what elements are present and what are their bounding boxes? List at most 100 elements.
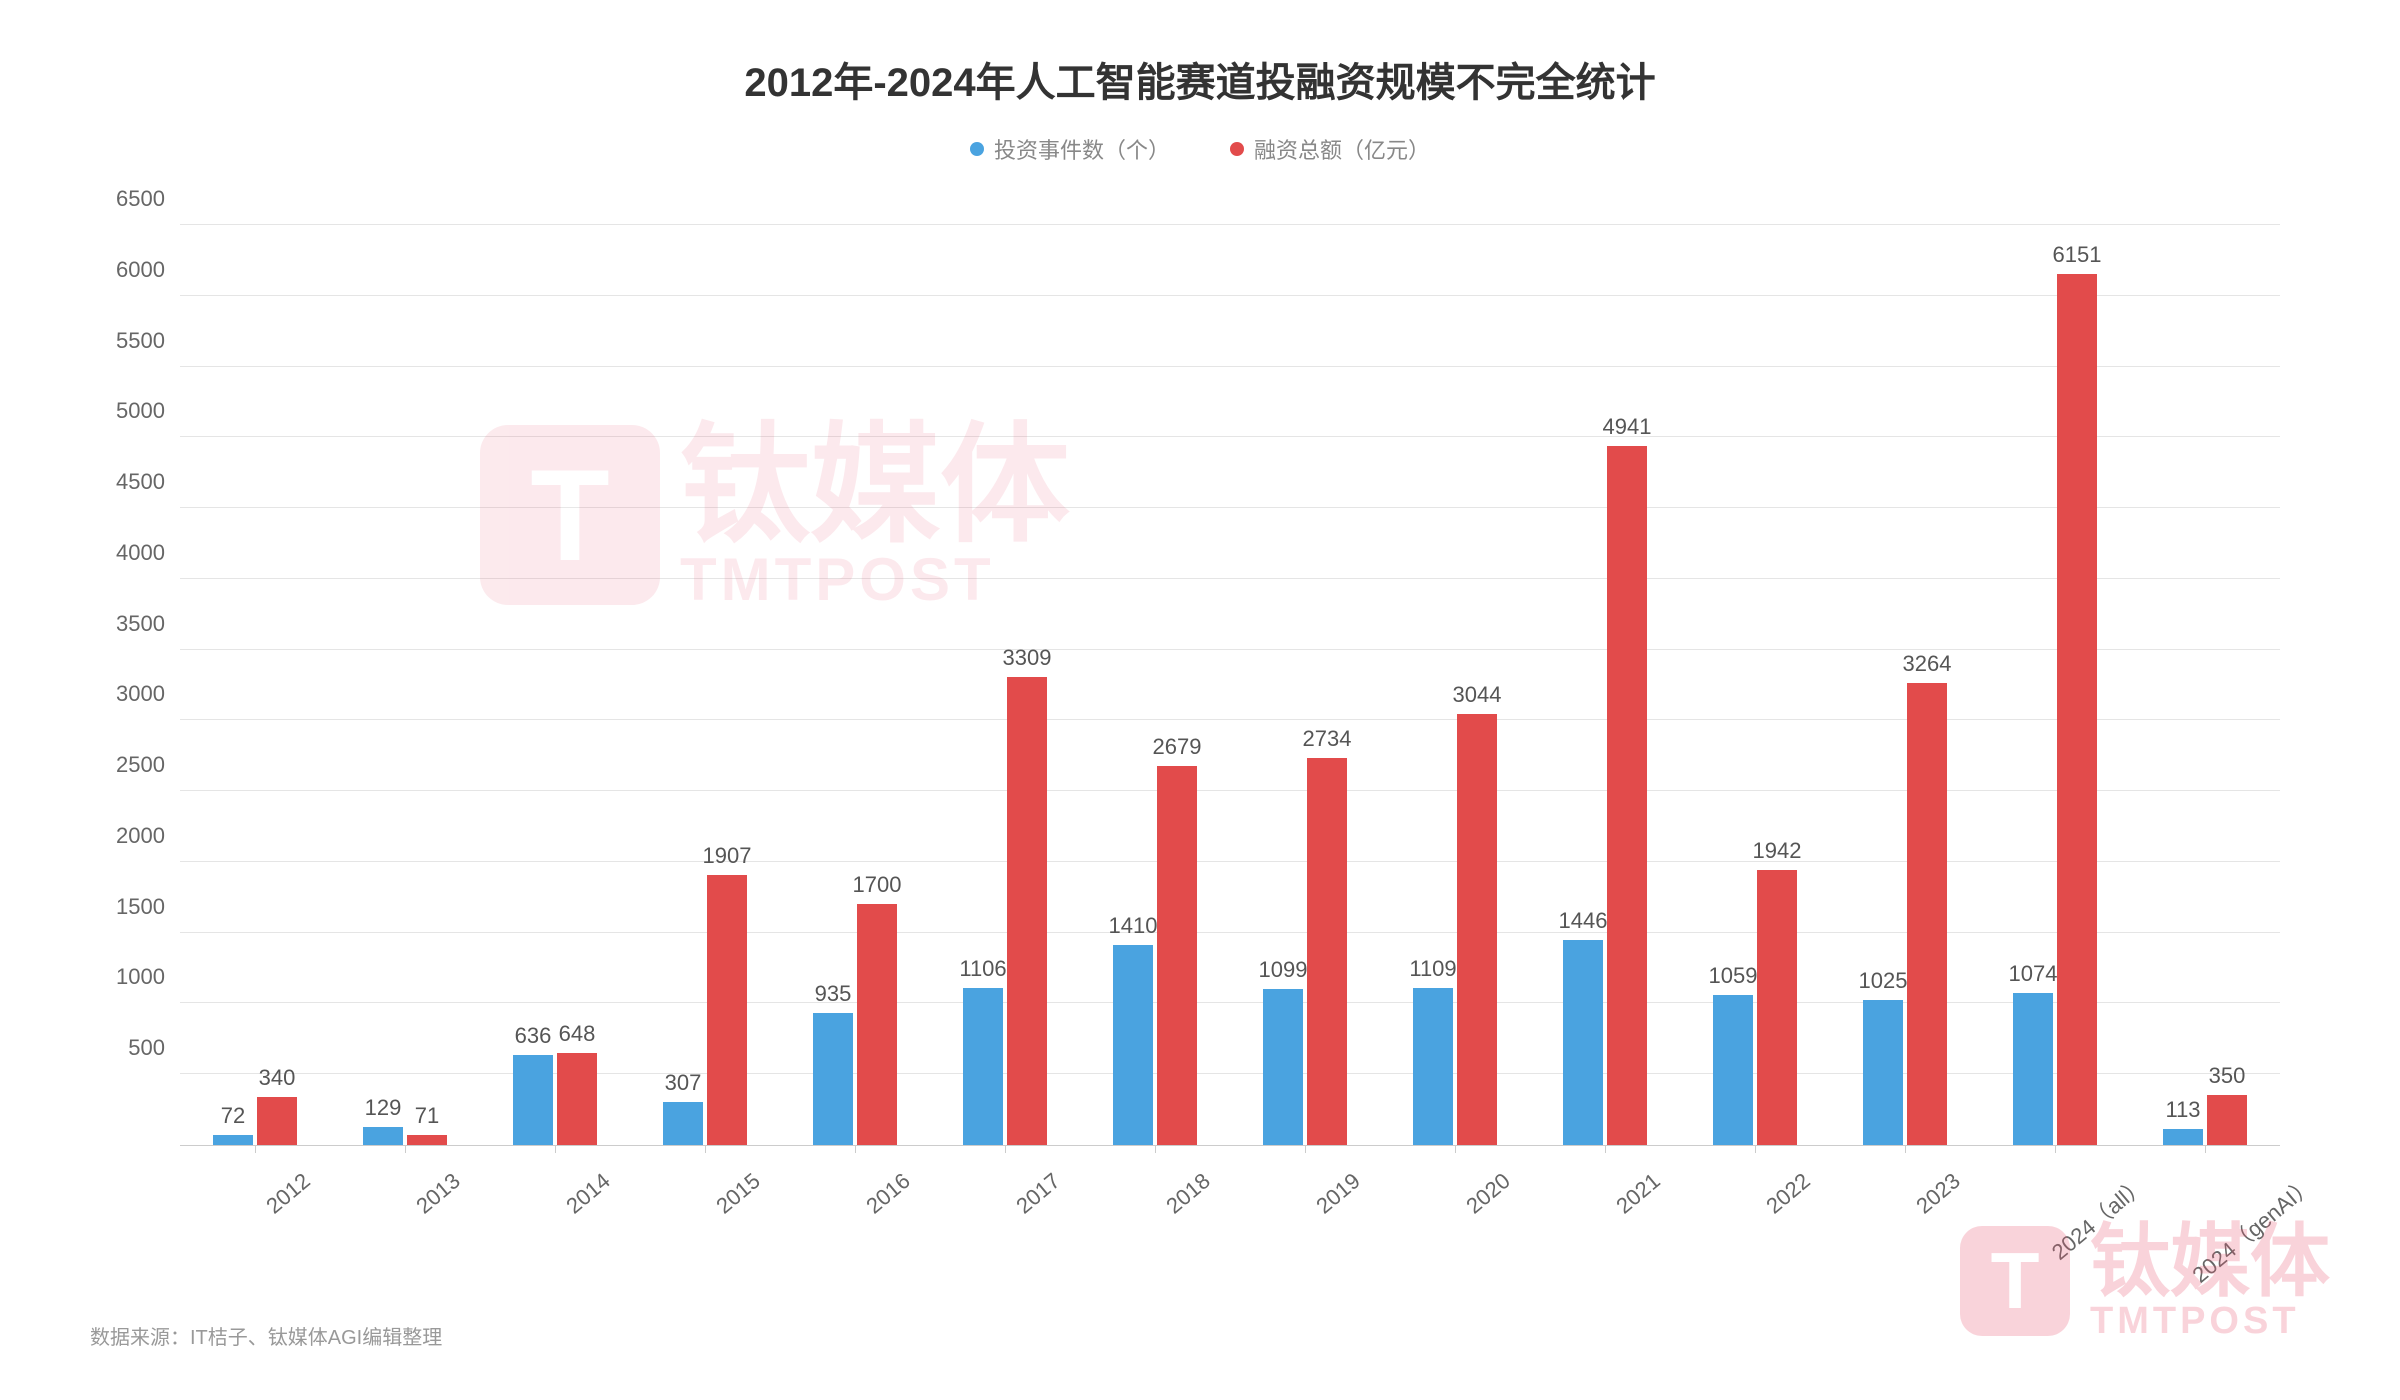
- x-tick-label: 2013: [392, 1145, 465, 1219]
- x-tick-label: 2023: [1892, 1145, 1965, 1219]
- x-tick-label: 2014: [542, 1145, 615, 1219]
- category-group: 144649412021: [1530, 225, 1680, 1145]
- watermark-corner: T 钛媒体 TMTPOST: [1960, 1222, 2330, 1340]
- bar-value-label: 1059: [1709, 963, 1758, 995]
- bar-value-label: 1106: [959, 956, 1006, 988]
- bar-value-label: 340: [259, 1065, 296, 1097]
- bar: 1942: [1757, 870, 1797, 1145]
- bar: 350: [2207, 1095, 2247, 1145]
- bar: 340: [257, 1097, 297, 1145]
- bar-value-label: 350: [2209, 1063, 2246, 1095]
- legend-marker: [1230, 142, 1244, 156]
- bar: 3264: [1907, 683, 1947, 1145]
- y-tick-label: 5000: [116, 398, 180, 424]
- x-tick-label: 2022: [1742, 1145, 1815, 1219]
- bar-value-label: 3264: [1903, 651, 1952, 683]
- bar-value-label: 3309: [1003, 645, 1052, 677]
- y-tick-label: 2000: [116, 823, 180, 849]
- x-tick-mark: [1605, 1145, 1606, 1153]
- bar-value-label: 307: [665, 1070, 702, 1102]
- bar: 113: [2163, 1129, 2203, 1145]
- bar-value-label: 1700: [853, 872, 902, 904]
- x-tick-mark: [1755, 1145, 1756, 1153]
- category-group: 109927342019: [1230, 225, 1380, 1145]
- bar-value-label: 648: [559, 1021, 596, 1053]
- bar-value-label: 6151: [2053, 242, 2102, 274]
- data-source-text: 数据来源：IT桔子、钛媒体AGI编辑整理: [90, 1321, 442, 1350]
- bar: 1446: [1563, 940, 1603, 1145]
- y-tick-label: 5500: [116, 328, 180, 354]
- bar: 636: [513, 1055, 553, 1145]
- category-group: 129712013: [330, 225, 480, 1145]
- bar-value-label: 1109: [1409, 956, 1456, 988]
- x-tick-label: 2012: [242, 1145, 315, 1219]
- bar-value-label: 3044: [1453, 682, 1502, 714]
- legend-label: 融资总额（亿元）: [1254, 133, 1430, 165]
- y-tick-label: 2500: [116, 752, 180, 778]
- x-tick-mark: [405, 1145, 406, 1153]
- bar: 3309: [1007, 677, 1047, 1145]
- bar: 2734: [1307, 758, 1347, 1145]
- y-tick-label: 6500: [116, 186, 180, 212]
- bar-value-label: 72: [221, 1103, 245, 1135]
- category-group: 110930442020: [1380, 225, 1530, 1145]
- legend-marker: [970, 142, 984, 156]
- x-tick-label: 2020: [1442, 1145, 1515, 1219]
- legend-label: 投资事件数（个）: [994, 133, 1170, 165]
- bar: 1700: [857, 904, 897, 1145]
- bar: 307: [663, 1102, 703, 1145]
- x-tick-label: 2017: [992, 1145, 1065, 1219]
- category-group: 141026792018: [1080, 225, 1230, 1145]
- y-tick-label: 6000: [116, 257, 180, 283]
- legend-item: 投资事件数（个）: [970, 133, 1170, 165]
- y-tick-label: 3000: [116, 681, 180, 707]
- x-tick-mark: [2205, 1145, 2206, 1153]
- category-group: 30719072015: [630, 225, 780, 1145]
- bar-value-label: 1025: [1859, 968, 1908, 1000]
- bar: 6151: [2057, 274, 2097, 1145]
- x-tick-label: 2019: [1292, 1145, 1365, 1219]
- x-tick-mark: [1305, 1145, 1306, 1153]
- bar-value-label: 2734: [1303, 726, 1352, 758]
- chart-plot-area: 5001000150020002500300035004000450050005…: [180, 225, 2280, 1145]
- bar: 1410: [1113, 945, 1153, 1145]
- category-group: 110633092017: [930, 225, 1080, 1145]
- y-tick-label: 500: [128, 1035, 180, 1061]
- bar-value-label: 2679: [1153, 734, 1202, 766]
- bar: 648: [557, 1053, 597, 1145]
- x-tick-mark: [555, 1145, 556, 1153]
- bar: 72: [213, 1135, 253, 1145]
- chart-legend: 投资事件数（个） 融资总额（亿元）: [0, 133, 2400, 165]
- bar-value-label: 129: [365, 1095, 402, 1127]
- category-group: 107461512024（all）: [1980, 225, 2130, 1145]
- x-tick-mark: [1155, 1145, 1156, 1153]
- bar-value-label: 1907: [703, 843, 752, 875]
- x-tick-label: 2024（all）: [2024, 1145, 2152, 1266]
- x-tick-mark: [1905, 1145, 1906, 1153]
- bar-value-label: 636: [515, 1023, 552, 1055]
- bar-value-label: 71: [415, 1103, 439, 1135]
- bar: 1109: [1413, 988, 1453, 1145]
- y-tick-label: 1500: [116, 894, 180, 920]
- bar-value-label: 1446: [1559, 908, 1608, 940]
- bar: 129: [363, 1127, 403, 1145]
- y-tick-label: 3500: [116, 611, 180, 637]
- bar: 1059: [1713, 995, 1753, 1145]
- y-tick-label: 1000: [116, 964, 180, 990]
- x-tick-mark: [855, 1145, 856, 1153]
- x-tick-mark: [255, 1145, 256, 1153]
- x-tick-label: 2016: [842, 1145, 915, 1219]
- category-group: 6366482014: [480, 225, 630, 1145]
- x-tick-mark: [1455, 1145, 1456, 1153]
- x-tick-label: 2018: [1142, 1145, 1215, 1219]
- bar-value-label: 1074: [2009, 961, 2058, 993]
- x-tick-mark: [705, 1145, 706, 1153]
- bar-value-label: 4941: [1603, 414, 1652, 446]
- category-group: 93517002016: [780, 225, 930, 1145]
- bar: 4941: [1607, 446, 1647, 1145]
- x-tick-mark: [1005, 1145, 1006, 1153]
- category-group: 105919422022: [1680, 225, 1830, 1145]
- bar: 71: [407, 1135, 447, 1145]
- bar: 2679: [1157, 766, 1197, 1145]
- bar: 1907: [707, 875, 747, 1145]
